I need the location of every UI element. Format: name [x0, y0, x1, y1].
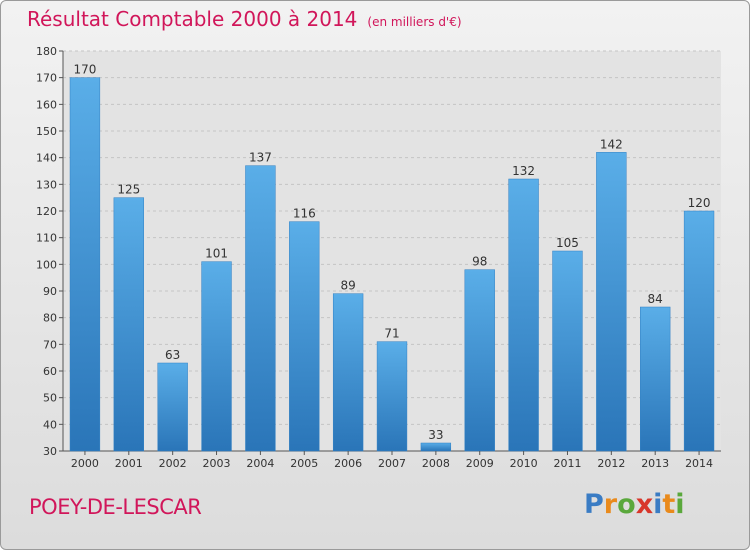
- bar: [332, 293, 364, 452]
- y-tick-label: 80: [43, 312, 57, 325]
- x-tick-label: 2014: [685, 457, 713, 470]
- y-tick-label: 180: [36, 45, 57, 58]
- y-tick-label: 90: [43, 285, 57, 298]
- proxiti-logo: Proxiti: [584, 489, 685, 520]
- data-label: 120: [688, 196, 711, 210]
- y-tick-label: 120: [36, 205, 57, 218]
- x-tick-label: 2004: [246, 457, 274, 470]
- data-label: 125: [117, 183, 140, 197]
- x-tick-label: 2008: [422, 457, 450, 470]
- bar: [508, 178, 539, 452]
- y-tick-label: 110: [36, 232, 57, 245]
- x-tick-label: 2003: [203, 457, 231, 470]
- y-tick-label: 140: [36, 152, 57, 165]
- x-tick-label: 2009: [466, 457, 494, 470]
- logo-letter: o: [617, 489, 636, 520]
- x-tick-label: 2005: [290, 457, 318, 470]
- y-tick-label: 70: [43, 338, 57, 351]
- y-tick-label: 30: [43, 445, 57, 458]
- logo-letter: t: [662, 489, 676, 520]
- data-label: 63: [165, 348, 180, 362]
- bar: [157, 362, 188, 452]
- data-label: 116: [293, 207, 316, 221]
- bar: [289, 221, 320, 452]
- y-tick-label: 60: [43, 365, 57, 378]
- bar: [552, 250, 583, 452]
- data-label: 98: [472, 255, 487, 269]
- bar: [464, 269, 495, 452]
- x-tick-label: 2000: [71, 457, 99, 470]
- location-label: POEY-DE-LESCAR: [29, 495, 202, 519]
- chart-title: Résultat Comptable 2000 à 2014 (en millie…: [27, 7, 462, 31]
- data-label: 33: [428, 428, 443, 442]
- x-tick-label: 2013: [641, 457, 669, 470]
- x-tick-label: 2012: [597, 457, 625, 470]
- data-label: 142: [600, 137, 623, 151]
- data-label: 132: [512, 164, 535, 178]
- x-tick-label: 2007: [378, 457, 406, 470]
- data-label: 71: [384, 327, 399, 341]
- x-tick-label: 2010: [510, 457, 538, 470]
- bar: [245, 165, 276, 452]
- y-tick-label: 170: [36, 72, 57, 85]
- x-tick-label: 2002: [159, 457, 187, 470]
- bar: [683, 210, 715, 452]
- y-tick-label: 130: [36, 178, 57, 191]
- data-label: 170: [73, 63, 96, 77]
- chart-title-text: Résultat Comptable 2000 à 2014: [27, 7, 358, 31]
- data-label: 89: [340, 279, 355, 293]
- y-tick-label: 150: [36, 125, 57, 138]
- logo-letter: r: [603, 489, 618, 520]
- x-tick-label: 2001: [115, 457, 143, 470]
- bar: [201, 261, 232, 452]
- x-tick-label: 2006: [334, 457, 362, 470]
- logo-letter: P: [584, 489, 604, 520]
- bar: [420, 442, 452, 452]
- bar: [640, 306, 671, 452]
- bar: [113, 197, 144, 452]
- logo-letter: i: [675, 489, 685, 520]
- bar: [596, 152, 627, 452]
- x-tick-label: 2011: [553, 457, 581, 470]
- bar: [376, 341, 408, 452]
- logo-letter: x: [635, 489, 654, 520]
- y-tick-label: 160: [36, 98, 57, 111]
- y-tick-label: 100: [36, 258, 57, 271]
- y-tick-label: 40: [43, 418, 57, 431]
- bar: [69, 77, 101, 452]
- data-label: 105: [556, 236, 579, 250]
- data-label: 84: [648, 292, 663, 306]
- logo-letter: i: [653, 489, 663, 520]
- chart-subtitle: (en milliers d'€): [367, 15, 462, 29]
- y-tick-label: 50: [43, 392, 57, 405]
- data-label: 137: [249, 151, 272, 165]
- data-label: 101: [205, 247, 228, 261]
